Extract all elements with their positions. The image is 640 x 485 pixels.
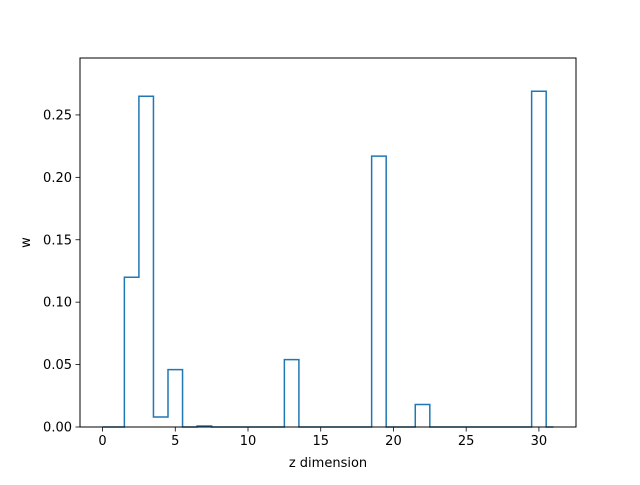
x-tick-label: 25 [458, 434, 475, 449]
x-axis-ticks: 0 5 10 15 20 25 30 [98, 427, 547, 449]
y-tick-label: 0.20 [43, 171, 72, 186]
x-tick-label: 15 [312, 434, 329, 449]
y-tick-label: 0.00 [43, 421, 72, 436]
y-tick-label: 0.15 [43, 233, 72, 248]
y-axis-ticks: 0.00 0.05 0.10 0.15 0.20 0.25 [43, 108, 80, 436]
plot-background [80, 58, 576, 427]
x-tick-label: 5 [171, 434, 179, 449]
y-tick-label: 0.25 [43, 108, 72, 123]
x-tick-label: 20 [385, 434, 402, 449]
x-tick-label: 0 [98, 434, 106, 449]
x-tick-label: 30 [531, 434, 548, 449]
plot-frame [79, 57, 577, 428]
x-tick-label: 10 [240, 434, 257, 449]
x-axis-label: z dimension [289, 456, 367, 471]
y-axis-label: w [19, 237, 34, 248]
y-tick-label: 0.10 [43, 296, 72, 311]
y-tick-label: 0.05 [43, 358, 72, 373]
